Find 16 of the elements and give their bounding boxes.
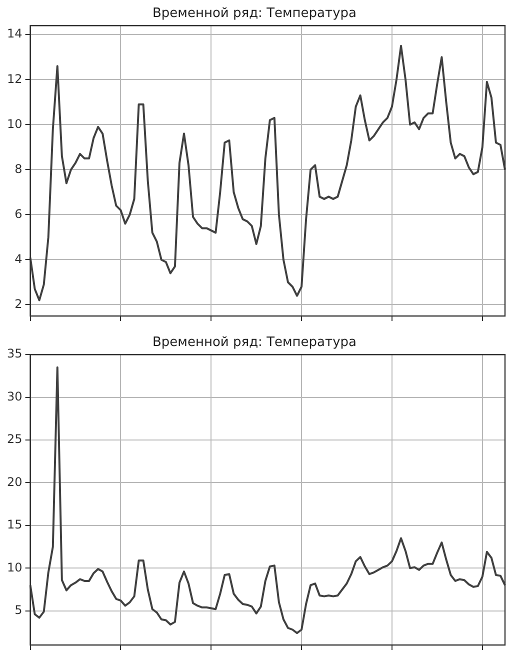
y-tick-label: 6 [14,206,22,221]
chart-title: Временной ряд: Температура [152,6,357,22]
y-tick-label: 4 [14,252,22,266]
y-tick-label: 5 [14,602,22,617]
y-tick-label: 8 [14,162,22,176]
y-tick-label: 25 [6,432,22,446]
y-tick-label: 12 [6,72,22,86]
y-tick-label: 30 [6,389,22,404]
y-tick-label: 15 [6,518,22,532]
y-tick-label: 20 [6,474,22,489]
y-tick-label: 2 [14,296,22,311]
y-tick-label: 10 [6,116,22,131]
y-tick-label: 35 [6,346,22,361]
y-tick-label: 14 [6,26,22,41]
y-tick-label: 10 [6,560,22,574]
chart-title: Временной ряд: Температура [152,335,357,350]
